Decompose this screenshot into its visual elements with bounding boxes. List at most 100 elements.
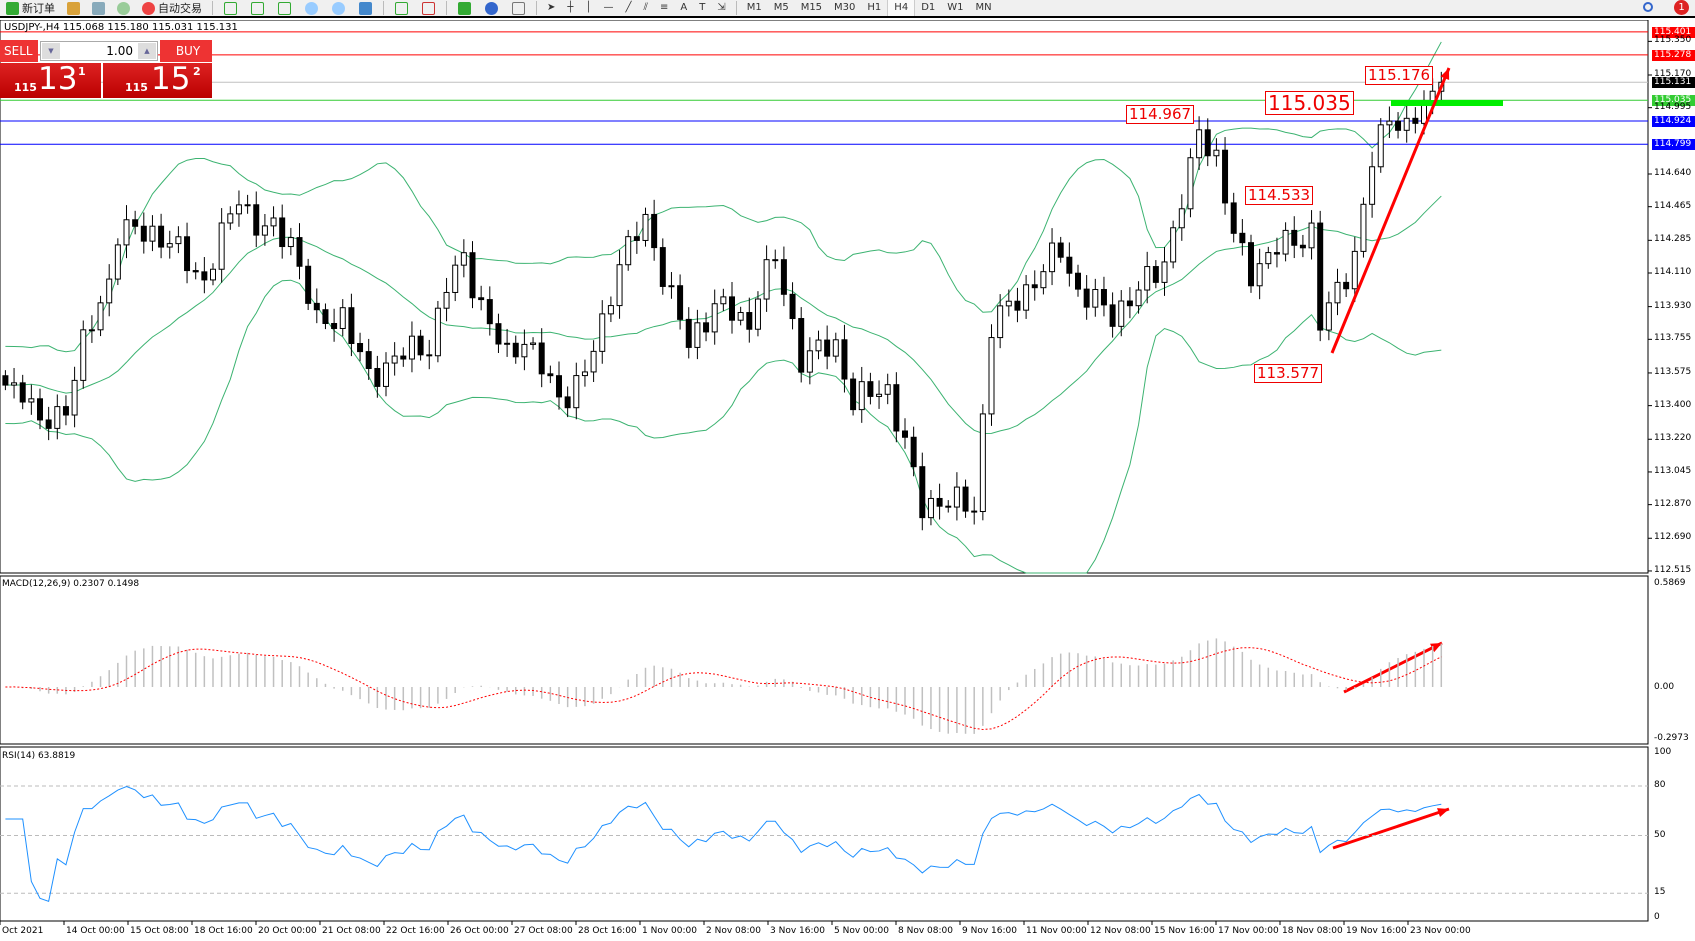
auto-trading-button[interactable]: 自动交易 [142,0,202,16]
bull-candle [504,342,511,345]
price-annotation[interactable]: 114.967 [1126,105,1195,124]
bull-candle [1282,229,1289,255]
chart-canvas[interactable] [0,20,1695,941]
templates-icon[interactable] [512,1,525,15]
bear-candle [2,375,9,386]
timeframe-w1[interactable]: W1 [947,2,964,13]
timeframe-d1[interactable]: D1 [921,2,936,13]
signal-icon[interactable] [117,1,130,15]
bear-candle [417,335,424,356]
horizontal-line-icon[interactable]: — [603,2,614,13]
tile-windows-icon[interactable] [359,1,372,15]
lot-size-input[interactable]: ▼ 1.00 ▲ [40,41,158,61]
buy-price[interactable]: 115 15 2 [103,61,212,98]
bear-candle [1291,229,1298,246]
text-icon[interactable]: A [680,2,688,13]
sell-price[interactable]: 115 13 1 [0,61,101,98]
separator [446,1,447,15]
buy-price-fraction: 2 [193,65,201,78]
one-click-trading-panel: SELL ▼ 1.00 ▲ BUY 115 13 1 115 15 2 [0,40,212,98]
text-label-icon[interactable]: T [699,2,706,13]
bear-candle [789,293,796,320]
bull-candle [573,375,580,409]
bull-candle [114,244,121,280]
bull-candle [227,213,234,224]
bull-candle [1135,289,1142,307]
price-annotation[interactable]: 115.035 [1265,91,1354,115]
macd-divergence-arrow [1343,641,1443,694]
rsi-axis-tick: 15 [1654,887,1666,898]
fibonacci-icon[interactable]: ≡ [659,2,669,13]
server-icon[interactable] [92,1,105,15]
line-chart-icon[interactable] [278,1,291,15]
buy-button[interactable]: BUY [160,40,212,62]
timeframe-m30[interactable]: M30 [834,2,856,13]
auto-scroll-icon[interactable] [395,1,408,15]
time-axis-label: 3 Nov 16:00 [770,926,825,936]
bear-candle [374,367,381,387]
bull-candle [607,305,614,315]
lot-value[interactable]: 1.00 [106,44,133,58]
cursor-icon[interactable]: ➤ [547,2,556,13]
search-icon[interactable] [1643,2,1653,12]
timeframe-h1[interactable]: H1 [867,2,882,13]
candlestick-icon[interactable] [251,1,264,15]
bull-candle [11,382,18,386]
sell-button[interactable]: SELL [0,40,38,62]
time-axis-label: 12 Nov 08:00 [1090,926,1151,936]
timeframe-h4[interactable]: H4 [887,0,916,16]
bear-candle [893,384,900,432]
price-annotation[interactable]: 114.533 [1245,186,1314,205]
bull-candle [616,264,623,307]
bear-candle [685,318,692,348]
bear-candle [1109,304,1116,327]
history-icon[interactable] [67,1,80,15]
arrows-icon[interactable]: ⇲ [717,2,726,13]
timeframe-m5[interactable]: M5 [773,2,789,13]
rsi-axis-tick: 50 [1654,829,1666,840]
lot-increase-icon[interactable]: ▲ [138,43,156,59]
channel-icon[interactable]: ⫽ [643,2,648,13]
time-axis-label: 28 Oct 16:00 [578,926,637,936]
price-line-tag: 114.799 [1652,139,1695,151]
trendline-icon[interactable]: ╱ [625,2,632,13]
rsi-trend-arrow-head [1437,808,1449,817]
bear-candle [659,247,666,287]
timeframe-m1[interactable]: M1 [746,2,762,13]
vertical-line-icon[interactable]: │ [585,2,592,13]
notification-badge[interactable]: 1 [1674,0,1689,15]
trend-arrow [1330,67,1451,354]
bear-candle [1057,242,1064,258]
bar-chart-icon[interactable] [224,1,237,15]
bull-candle [763,259,770,300]
indicators-icon[interactable] [458,1,471,15]
timeframe-m15[interactable]: M15 [800,2,823,13]
bear-candle [357,342,364,353]
price-axis-tick: 115.350 [1654,35,1692,46]
bull-candle [408,335,415,360]
zoom-out-icon[interactable] [332,1,345,15]
lot-decrease-icon[interactable]: ▼ [42,43,60,59]
bear-candle [45,419,52,429]
bear-candle [512,342,519,358]
rsi-title: RSI(14) 63.8819 [2,751,76,761]
periods-clock-icon[interactable] [485,1,498,15]
bull-candle [1023,284,1030,311]
time-axis-label: 2 Nov 08:00 [706,926,761,936]
bollinger-upper-band [5,41,1442,353]
price-annotation[interactable]: 113.577 [1254,364,1323,383]
bull-candle [988,337,995,415]
price-axis-tick: 114.995 [1654,101,1692,112]
time-axis-label: 15 Nov 16:00 [1154,926,1215,936]
price-annotation[interactable]: 115.176 [1365,66,1434,85]
timeframe-mn[interactable]: MN [975,2,992,13]
bear-candle [1152,266,1159,283]
chart-shift-icon[interactable] [422,1,435,15]
bear-candle [1230,202,1237,234]
zoom-in-icon[interactable] [305,1,318,15]
crosshair-icon[interactable]: ┼ [567,2,574,13]
bear-candle [945,505,952,508]
new-order-label: 新订单 [22,2,55,15]
new-order-button[interactable]: 新订单 [6,0,55,16]
trend-arrow-head [1440,68,1450,80]
